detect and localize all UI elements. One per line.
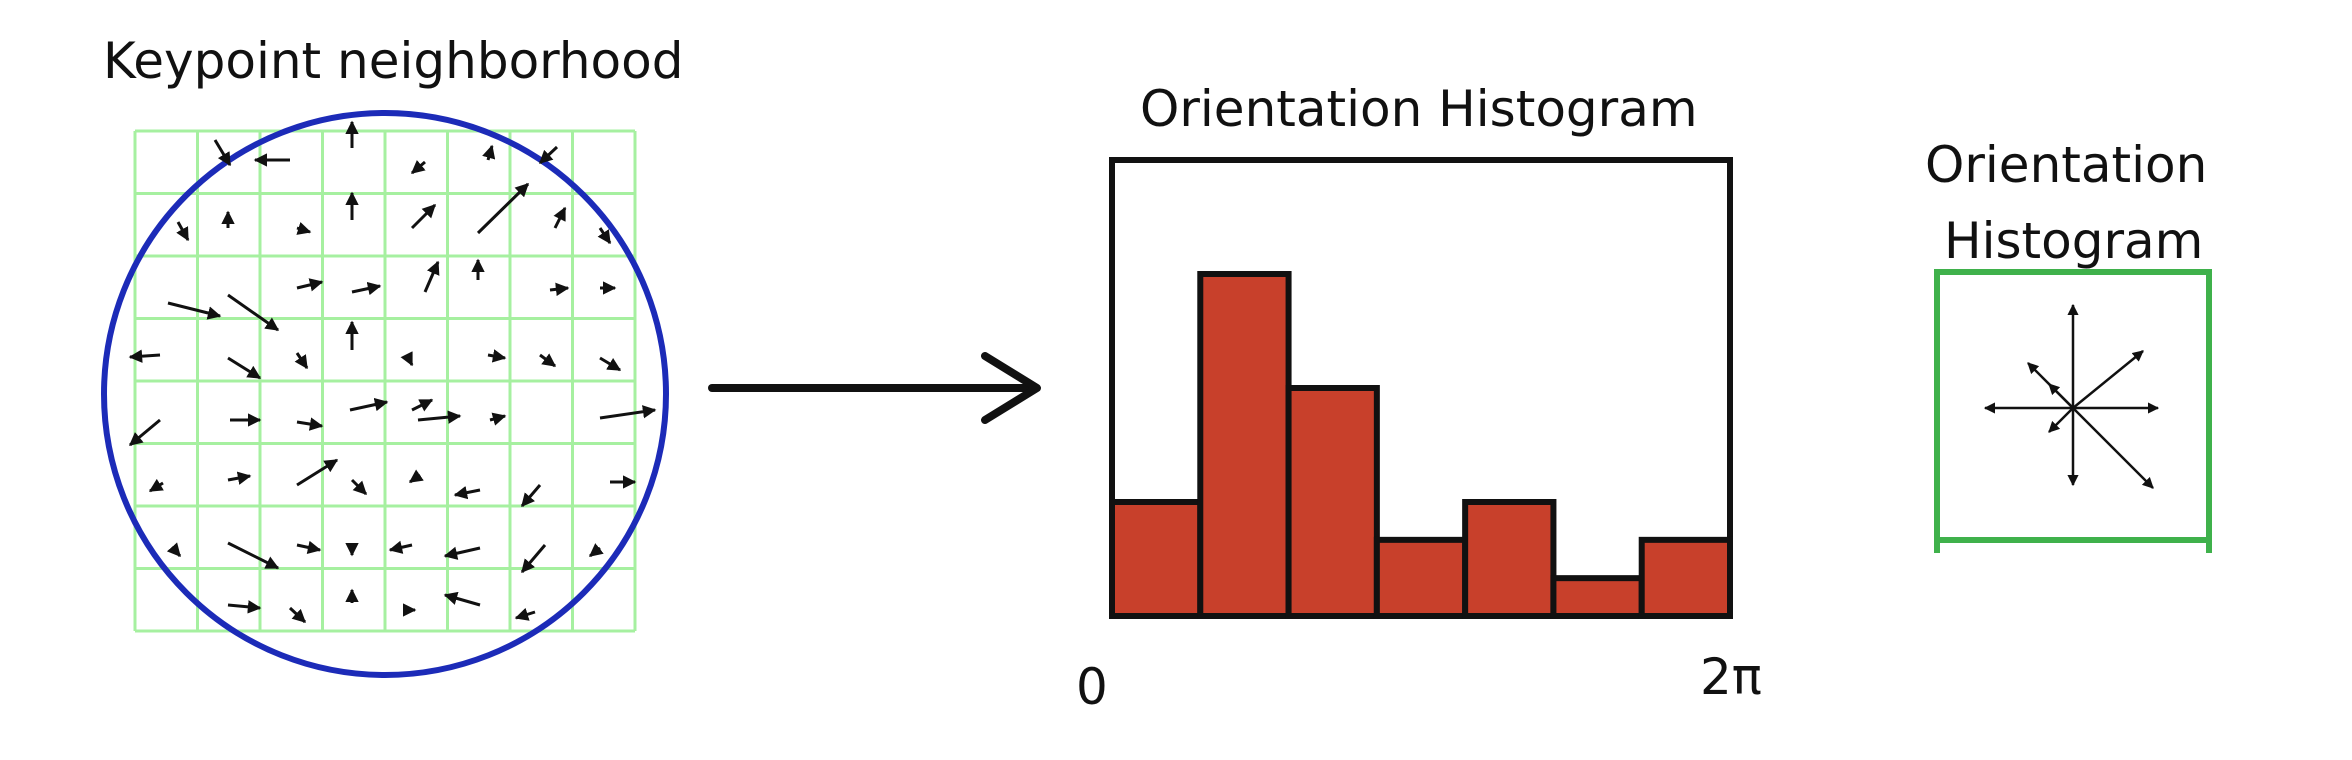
gradient-arrow [538, 145, 559, 165]
gradient-arrow [227, 293, 280, 332]
histogram-bar [1462, 499, 1557, 619]
gradient-arrow [411, 398, 434, 412]
transform-arrow [708, 352, 1041, 424]
neighborhood-grid [133, 129, 637, 633]
gradient-arrow [227, 541, 280, 570]
gradient-arrow [417, 410, 462, 424]
gradient-arrow [588, 543, 604, 558]
gradient-arrow [423, 260, 440, 293]
gradient-arrow [476, 182, 530, 235]
gradient-arrow [388, 540, 413, 554]
histogram-x-end-label: 2π [1700, 648, 1762, 706]
gradient-arrow [213, 139, 232, 167]
gradient-arrow [487, 349, 507, 363]
descriptor-arrow [2072, 350, 2144, 409]
gradient-arrow [410, 203, 437, 230]
histogram-bar [1550, 575, 1645, 619]
neighborhood-circle [101, 110, 669, 678]
gradient-arrow [553, 206, 567, 229]
gradient-arrow [294, 352, 309, 370]
gradient-arrow [296, 540, 322, 555]
descriptor-arrow [2072, 407, 2154, 489]
gradient-arrow [400, 351, 414, 367]
gradient-arrow [443, 591, 481, 607]
histogram-x-start-label: 0 [1076, 658, 1108, 716]
gradient-arrow [549, 282, 570, 297]
gradient-arrow [166, 542, 182, 558]
histogram-bar [1373, 536, 1469, 620]
gradient-arrow [148, 478, 164, 493]
descriptor-frame [1934, 269, 2212, 543]
gradient-arrow [296, 221, 312, 235]
gradient-arrow [227, 356, 262, 380]
descriptor-title-line2: Histogram [1944, 212, 2204, 270]
gradient-arrow [288, 606, 307, 624]
histogram-bar [1109, 499, 1204, 619]
gradient-arrow [296, 458, 339, 487]
neighborhood-title: Keypoint neighborhood [103, 32, 684, 90]
gradient-arrow [520, 544, 547, 574]
gradient-arrow [599, 356, 622, 372]
gradient-arrow [350, 478, 368, 496]
gradient-arrow [227, 600, 262, 614]
gradient-arrow [599, 405, 657, 420]
descriptor-box [1934, 269, 2212, 553]
descriptor-arrows [1983, 303, 2160, 489]
gradient-arrow [296, 417, 324, 431]
gradient-arrow [443, 546, 481, 560]
gradient-arrow [128, 418, 161, 447]
gradient-arrow [227, 471, 252, 485]
gradient-arrows [128, 120, 657, 624]
gradient-arrow [453, 485, 481, 500]
descriptor-arrow [2048, 407, 2074, 433]
gradient-arrow [296, 278, 324, 292]
histogram-bar [1638, 536, 1733, 620]
gradient-arrow [482, 144, 496, 161]
gradient-arrow [489, 412, 507, 426]
gradient-arrow [351, 281, 382, 296]
histogram-bar [1285, 385, 1380, 619]
gradient-arrow [539, 353, 557, 368]
histogram-title: Orientation Histogram [1140, 80, 1698, 138]
gradient-arrow [597, 227, 612, 245]
descriptor-title-line1: Orientation [1925, 136, 2208, 194]
gradient-arrow [410, 159, 426, 175]
gradient-arrow [514, 607, 536, 621]
gradient-arrow [128, 349, 161, 363]
histogram-bar [1197, 271, 1292, 619]
histogram-bars [1109, 271, 1733, 620]
gradient-arrow [167, 301, 222, 320]
gradient-arrow [176, 221, 190, 242]
gradient-arrow [349, 397, 389, 412]
gradient-arrow [408, 469, 424, 484]
descriptor-arrow [2027, 362, 2074, 409]
gradient-arrow [520, 484, 542, 508]
